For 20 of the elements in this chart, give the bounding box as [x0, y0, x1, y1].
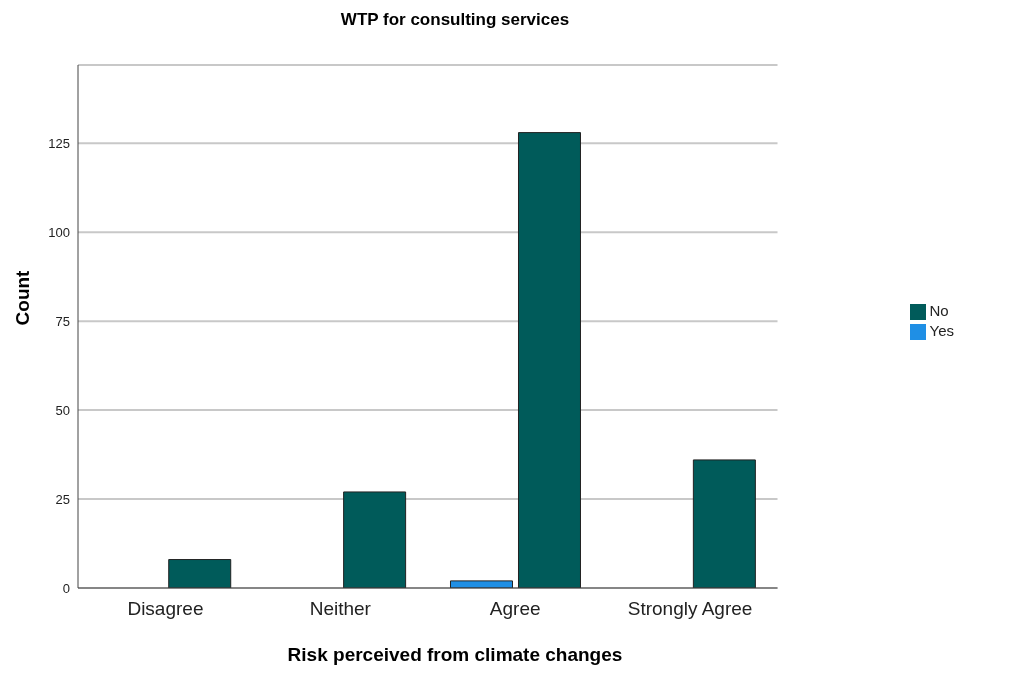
- x-tick-label: Agree: [489, 598, 541, 620]
- y-axis-title: Count: [12, 270, 34, 326]
- bar: [692, 459, 756, 588]
- chart-title: WTP for consulting services: [339, 10, 571, 30]
- legend-label: No: [929, 301, 949, 319]
- bar: [343, 491, 407, 588]
- legend-label: Yes: [929, 321, 954, 339]
- bar: [449, 580, 513, 588]
- y-tick-label: 75: [55, 313, 70, 329]
- y-tick-label: 125: [48, 135, 70, 151]
- y-tick-label: 0: [62, 580, 70, 596]
- y-tick-label: 50: [55, 402, 70, 418]
- bar: [517, 132, 581, 588]
- x-tick-label: Neither: [309, 598, 372, 620]
- x-tick-label: Strongly Agree: [627, 598, 753, 620]
- y-tick-label: 25: [55, 491, 70, 507]
- x-tick-label: Disagree: [127, 598, 204, 620]
- bar: [168, 559, 232, 588]
- y-tick-label: 100: [48, 224, 70, 240]
- x-axis-title: Risk perceived from climate changes: [286, 644, 624, 666]
